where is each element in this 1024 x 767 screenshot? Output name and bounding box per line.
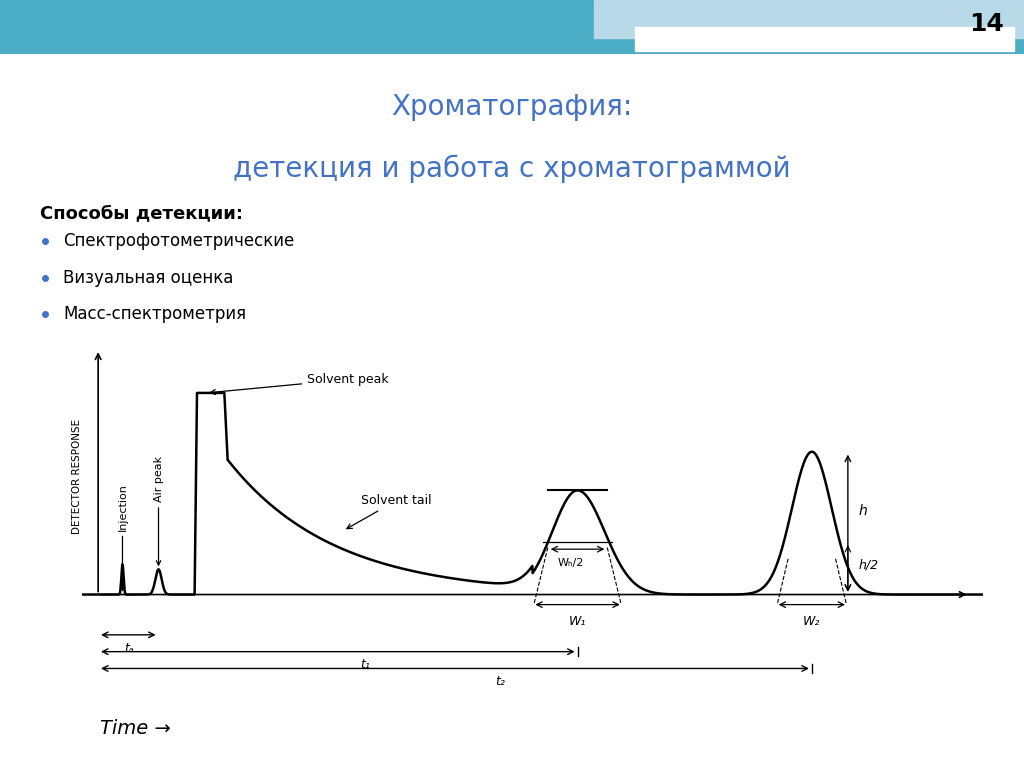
Text: Спектрофотометрические: Спектрофотометрические: [63, 232, 294, 250]
Bar: [594, 0, 1024, 38]
Text: W₁: W₁: [569, 614, 586, 627]
Text: Time →: Time →: [100, 719, 171, 738]
Text: h/2: h/2: [859, 558, 879, 571]
Text: Air peak: Air peak: [154, 456, 164, 565]
Text: t₁: t₁: [359, 658, 370, 671]
Bar: [635, 27, 1014, 51]
Text: 14: 14: [969, 12, 1004, 36]
Text: Injection: Injection: [118, 482, 127, 591]
Text: детекция и работа с хроматограммой: детекция и работа с хроматограммой: [233, 154, 791, 183]
Text: Solvent tail: Solvent tail: [347, 494, 432, 528]
Text: t₂: t₂: [495, 675, 505, 688]
Text: tₐ: tₐ: [124, 641, 134, 654]
Text: Масс-спектрометрия: Масс-спектрометрия: [63, 305, 246, 324]
Text: Способы детекции:: Способы детекции:: [40, 204, 243, 222]
Text: DETECTOR RESPONSE: DETECTOR RESPONSE: [73, 420, 82, 535]
Text: Solvent peak: Solvent peak: [210, 373, 389, 394]
Text: h: h: [859, 505, 867, 518]
Text: Хроматография:: Хроматография:: [391, 94, 633, 121]
Text: Wₕ/2: Wₕ/2: [557, 558, 584, 568]
Text: Визуальная оценка: Визуальная оценка: [63, 268, 233, 287]
Text: W₂: W₂: [803, 614, 820, 627]
